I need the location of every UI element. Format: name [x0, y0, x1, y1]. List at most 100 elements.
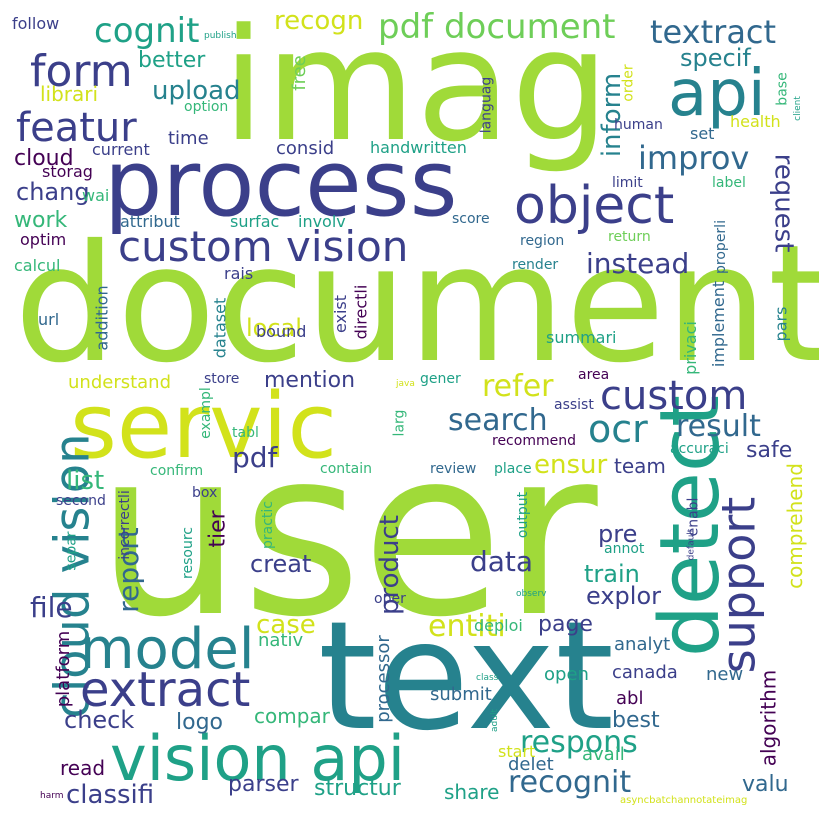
word-abl: abl [616, 688, 644, 709]
word-calcul: calcul [14, 256, 61, 275]
word-score: score [452, 211, 490, 227]
word-request: request [768, 153, 799, 253]
word-submit: submit [430, 684, 492, 705]
word-privaci: privaci [680, 321, 700, 375]
word-optim: optim [20, 230, 67, 249]
word-wai: wai [82, 186, 110, 205]
word-involv: involv [298, 212, 346, 231]
word-oper: oper [374, 591, 406, 607]
word-assist: assist [554, 397, 594, 413]
word-surfac: surfac [230, 212, 280, 231]
word-adult: adult [489, 709, 500, 732]
word-pre: pre [598, 520, 638, 548]
word-accuraci: accuraci [670, 441, 729, 457]
word-default: default [686, 528, 697, 561]
word-explor: explor [586, 582, 661, 610]
word-logo: logo [176, 710, 223, 735]
word-object: object [514, 176, 675, 236]
word-deploi: deploi [474, 616, 523, 635]
word-option: option [184, 99, 229, 115]
word-render: render [512, 257, 559, 273]
word-parser: parser [228, 772, 299, 797]
word-delet: delet [508, 754, 554, 775]
word-platform: platform [53, 630, 75, 708]
word-start: start [498, 742, 536, 761]
word-cloud-single: cloud [14, 146, 74, 171]
word-chang: chang [16, 178, 90, 206]
word-order: order [620, 64, 637, 102]
word-dataset: dataset [210, 297, 230, 359]
word-pdf: pdf [232, 441, 278, 474]
word-data: data [470, 545, 534, 578]
word-work: work [14, 208, 68, 233]
word-pdf-document: pdf document [378, 7, 616, 47]
word-case: case [256, 610, 316, 640]
word-entiti: entiti [428, 609, 506, 644]
word-train: train [584, 560, 640, 588]
word-practic: practic [260, 501, 276, 549]
word-respons: respons [520, 725, 638, 760]
word-free: free [288, 55, 310, 91]
word-local: local [246, 314, 302, 342]
word-separ: separ [63, 531, 80, 571]
word-better: better [138, 48, 206, 73]
word-valu: valu [742, 772, 789, 797]
word-set: set [690, 124, 715, 143]
word-review: review [430, 461, 477, 477]
word-base: base [774, 72, 791, 106]
word-structur: structur [314, 776, 401, 801]
word-health: health [730, 112, 781, 131]
word-compar: compar [254, 704, 330, 728]
word-human: human [614, 117, 663, 133]
word-tier: tier [205, 510, 231, 548]
word-librari: librari [40, 82, 99, 106]
word-featur: featur [16, 105, 137, 151]
word-time: time [168, 128, 209, 149]
word-text: text [318, 590, 615, 764]
word-confirm: confirm [150, 463, 204, 479]
word-document: document [14, 211, 819, 399]
word-contain: contain [320, 461, 372, 477]
word-resourc: resourc [179, 527, 196, 579]
word-model: model [80, 617, 255, 682]
word-larg: larg [391, 409, 408, 437]
word-instead: instead [586, 247, 690, 280]
word-region: region [520, 233, 565, 249]
word-canada: canada [612, 662, 678, 683]
word-place: place [494, 461, 532, 477]
word-imag: imag [222, 0, 610, 176]
word-languag: languag [478, 76, 495, 134]
word-output: output [515, 491, 532, 539]
word-client: client [792, 96, 803, 121]
word-file: file [30, 591, 73, 624]
word-incorrectli: incorrectli [116, 490, 133, 560]
word-publish: publish [204, 31, 237, 41]
word-recogn: recogn [274, 6, 364, 36]
word-store: store [204, 371, 240, 387]
word-api: api [668, 57, 766, 131]
word-second: second [56, 493, 106, 509]
word-storag: storag [42, 162, 93, 181]
word-textract: textract [650, 13, 777, 51]
word-ensur: ensur [534, 450, 608, 480]
word-ocr: ocr [588, 407, 648, 451]
word-url: url [38, 310, 60, 329]
word-addition: addition [92, 285, 112, 351]
word-implement: implement [709, 280, 729, 368]
word-follow: follow [12, 14, 60, 33]
word-harm: harm [40, 791, 64, 801]
word-analyt: analyt [614, 634, 671, 655]
word-new: new [706, 664, 744, 685]
word-result: result [676, 409, 761, 444]
word-comprehend: comprehend [782, 463, 807, 589]
word-understand: understand [68, 372, 172, 393]
word-extract: extract [80, 662, 251, 718]
word-share: share [444, 780, 500, 804]
word-gener: gener [420, 371, 461, 387]
word-class: class [476, 673, 499, 683]
word-user: user [96, 401, 598, 668]
word-processor: processor [372, 635, 394, 723]
word-box: box [192, 485, 218, 501]
word-open: open [544, 664, 589, 685]
